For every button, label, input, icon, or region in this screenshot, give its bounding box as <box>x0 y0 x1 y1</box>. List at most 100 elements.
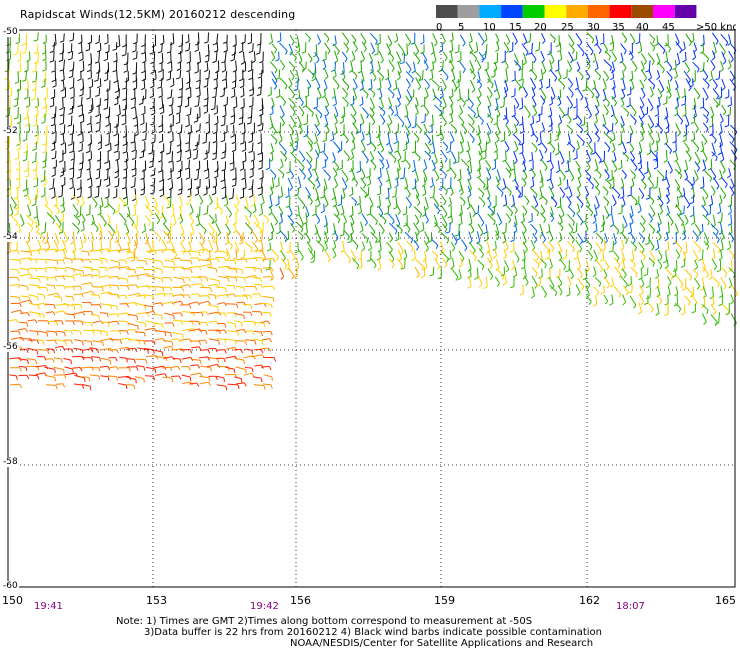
wind-barb <box>141 141 146 153</box>
wind-barb <box>256 87 262 97</box>
wind-barb <box>487 213 496 226</box>
wind-barb <box>533 258 540 269</box>
wind-barb <box>55 259 66 265</box>
wind-barb <box>72 329 82 336</box>
wind-barb <box>496 123 501 136</box>
wind-barb <box>233 357 245 365</box>
wind-barb <box>288 124 295 136</box>
wind-barb <box>234 241 239 254</box>
wind-barb <box>226 259 237 265</box>
wind-barb <box>365 122 371 136</box>
wind-barb <box>54 338 67 346</box>
wind-barb <box>666 86 672 99</box>
wind-barb <box>490 206 496 216</box>
wind-barb <box>196 69 201 83</box>
wind-barb <box>486 167 492 181</box>
wind-barb <box>177 185 183 196</box>
wind-barb <box>279 241 284 253</box>
wind-barb <box>157 43 163 54</box>
wind-barb <box>15 168 21 181</box>
wind-barb <box>310 250 316 264</box>
wind-barb <box>467 114 475 126</box>
wind-barb <box>208 239 214 253</box>
wind-barb <box>392 80 398 91</box>
wind-barb <box>206 363 221 368</box>
wind-barb <box>568 87 574 98</box>
wind-barb <box>108 313 119 318</box>
wind-barb <box>640 122 645 136</box>
wind-barb <box>586 106 592 119</box>
wind-barb <box>10 196 17 209</box>
wind-barb <box>295 205 300 217</box>
wind-barb <box>179 213 184 224</box>
wind-barb <box>388 232 393 243</box>
wind-barb <box>693 87 701 100</box>
wind-barb <box>41 222 47 234</box>
wind-barb <box>728 50 734 63</box>
wind-barb <box>204 70 210 80</box>
wind-barb <box>487 113 494 124</box>
wind-barb <box>186 107 192 117</box>
wind-barb <box>207 266 218 273</box>
wind-barb <box>581 231 587 243</box>
wind-barb <box>657 195 664 207</box>
wind-barb <box>192 141 198 151</box>
wind-barb <box>604 178 612 189</box>
wind-barb <box>342 79 350 91</box>
wind-barb <box>280 150 288 162</box>
wind-barb <box>60 132 65 146</box>
wind-barb <box>573 98 578 109</box>
wind-barb <box>420 222 425 233</box>
wind-barb <box>137 259 148 265</box>
wind-barb <box>361 41 367 53</box>
wind-barb <box>557 95 562 107</box>
wind-barb <box>509 276 515 289</box>
wind-barb <box>26 358 38 365</box>
wind-barb <box>188 213 195 226</box>
colorbar-swatch <box>587 5 610 18</box>
wind-barb <box>511 70 516 82</box>
wind-barb <box>216 338 227 344</box>
wind-barb <box>700 176 705 189</box>
wind-barb <box>305 32 311 43</box>
wind-barb <box>666 70 673 82</box>
wind-barb <box>576 196 584 209</box>
wind-barb <box>521 177 527 187</box>
wind-barb <box>288 205 293 218</box>
wind-barb <box>648 302 654 313</box>
wind-barb <box>322 50 327 62</box>
wind-barb <box>54 267 67 273</box>
wind-barb <box>620 97 625 108</box>
wind-barb <box>221 161 226 172</box>
wind-barb <box>629 205 634 218</box>
wind-barb <box>530 239 536 252</box>
wind-barb <box>729 70 735 82</box>
wind-barb <box>620 43 627 55</box>
wind-barb <box>473 42 479 54</box>
wind-barb <box>500 131 506 142</box>
wind-barb <box>72 268 85 275</box>
wind-barb <box>576 123 584 134</box>
wind-barb <box>303 212 308 225</box>
wind-barb <box>78 41 83 55</box>
wind-barb <box>27 222 34 232</box>
wind-barb <box>158 124 164 134</box>
wind-barb <box>564 179 569 190</box>
wind-barb <box>432 51 437 64</box>
wind-barb <box>37 349 50 355</box>
wind-barb <box>259 62 264 75</box>
wind-barb <box>171 375 182 380</box>
wind-barb <box>665 194 670 205</box>
wind-barb <box>100 275 111 280</box>
wind-barb <box>144 269 156 274</box>
wind-barb <box>153 259 163 266</box>
wind-barb <box>648 178 654 189</box>
wind-barb <box>656 230 662 241</box>
wind-barb <box>502 178 507 191</box>
wind-barb <box>559 151 565 165</box>
wind-barb <box>613 285 622 298</box>
wind-barb <box>86 159 91 171</box>
wind-barb <box>167 123 172 134</box>
wind-barb <box>232 222 237 234</box>
wind-barb <box>427 232 433 243</box>
